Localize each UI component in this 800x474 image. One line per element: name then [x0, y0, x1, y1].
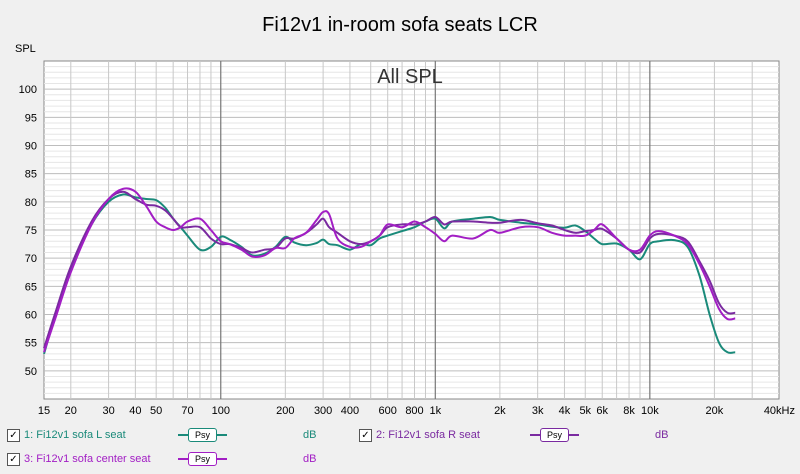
psy-button-center-seat[interactable]: Psy — [178, 452, 228, 466]
legend-item-r-seat[interactable]: ✓ 2: Fi12v1 sofa R seat Psy dB — [359, 428, 668, 442]
x-tick-label: 600 — [379, 405, 397, 417]
y-tick-label: 100 — [19, 84, 37, 96]
psy-tag: Psy — [188, 452, 218, 466]
series-line-3 — [43, 187, 736, 353]
x-tick-label: 30 — [102, 405, 114, 417]
chart-subtitle: All SPL — [377, 66, 443, 88]
x-tick-label: 20k — [706, 405, 724, 417]
x-tick-label: 100 — [212, 405, 230, 417]
psy-tag: Psy — [188, 428, 218, 442]
x-tick-label: 6k — [596, 405, 608, 417]
psy-tag: Psy — [540, 428, 570, 442]
x-tick-label: 400 — [341, 405, 359, 417]
x-tick-label: 4k — [559, 405, 571, 417]
x-tick-label: 200 — [276, 405, 294, 417]
series-group — [43, 187, 736, 355]
legend-item-l-seat[interactable]: ✓ 1: Fi12v1 sofa L seat Psy dB — [7, 428, 316, 442]
unit-label: dB — [303, 453, 317, 465]
psy-button-r-seat[interactable]: Psy — [530, 428, 580, 442]
psy-button-l-seat[interactable]: Psy — [178, 428, 228, 442]
x-tick-label: 50 — [150, 405, 162, 417]
grid — [44, 61, 779, 399]
y-tick-label: 70 — [25, 253, 37, 265]
x-tick-label: 40 — [129, 405, 141, 417]
y-tick-label: 90 — [25, 141, 37, 153]
x-tick-label: 70 — [181, 405, 193, 417]
y-tick-label: 85 — [25, 169, 37, 181]
x-tick-label: 5k — [579, 405, 591, 417]
chart-title: Fi12v1 in-room sofa seats LCR — [262, 14, 538, 36]
legend-checkbox-center-seat[interactable]: ✓ — [7, 452, 20, 466]
y-tick-label: 75 — [25, 225, 37, 237]
legend-item-center-seat[interactable]: ✓ 3: Fi12v1 sofa center seat Psy dB — [7, 452, 316, 466]
y-tick-label: 60 — [25, 310, 37, 322]
x-tick-label: 40kHz — [764, 405, 795, 417]
x-tick-label: 10k — [641, 405, 659, 417]
unit-label: dB — [303, 429, 317, 441]
x-tick-label: 800 — [405, 405, 423, 417]
x-axis: 15 20 30 40 50 70 100 200 300 400 600 800 1k 2k 3k 4k 5k… — [38, 405, 795, 417]
x-tick-label: 3k — [532, 405, 544, 417]
legend-checkbox-r-seat[interactable]: ✓ — [359, 428, 372, 442]
y-tick-label: 50 — [25, 366, 37, 378]
y-tick-label: 95 — [25, 112, 37, 124]
x-tick-label: 20 — [65, 405, 77, 417]
legend-label-l-seat: 1: Fi12v1 sofa L seat — [24, 429, 126, 441]
unit-label: dB — [655, 429, 669, 441]
y-tick-label: 55 — [25, 338, 37, 350]
legend-label-r-seat: 2: Fi12v1 sofa R seat — [376, 429, 480, 441]
x-tick-label: 300 — [314, 405, 332, 417]
y-axis-label: SPL — [15, 43, 36, 55]
x-tick-label: 15 — [38, 405, 50, 417]
y-tick-label: 65 — [25, 281, 37, 293]
x-tick-label: 2k — [494, 405, 506, 417]
y-tick-label: 80 — [25, 197, 37, 209]
y-axis: 50 55 60 65 70 75 80 85 90 95 100 — [19, 84, 37, 378]
legend-label-center-seat: 3: Fi12v1 sofa center seat — [24, 453, 151, 465]
x-tick-label: 8k — [623, 405, 635, 417]
legend-checkbox-l-seat[interactable]: ✓ — [7, 428, 20, 442]
x-tick-label: 1k — [429, 405, 441, 417]
